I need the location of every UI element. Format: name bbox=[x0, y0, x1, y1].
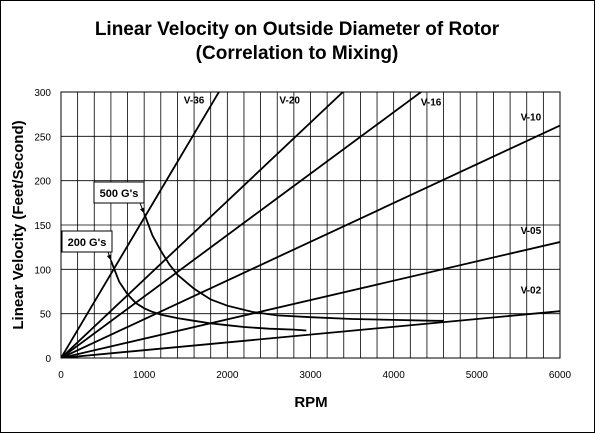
callout-arrowhead bbox=[139, 207, 145, 214]
series-label-v-20: V-20 bbox=[279, 96, 300, 107]
x-tick-label: 5000 bbox=[466, 370, 489, 381]
grid bbox=[61, 92, 560, 358]
y-tick-label: 150 bbox=[34, 221, 51, 232]
callouts: 500 G's 200 G's bbox=[61, 181, 145, 261]
callout-label: 200 G's bbox=[68, 237, 107, 249]
chart-subtitle: (Correlation to Mixing) bbox=[196, 43, 399, 64]
x-tick-labels: 0 1000 2000 3000 4000 5000 6000 bbox=[58, 370, 571, 381]
callout-box bbox=[93, 181, 145, 204]
y-tick-label: 250 bbox=[34, 132, 51, 143]
callout-arrowhead bbox=[106, 254, 112, 261]
y-tick-label: 300 bbox=[34, 88, 51, 99]
series-label-v-16: V-16 bbox=[421, 97, 442, 108]
series-line-v-36 bbox=[61, 92, 220, 358]
series-label-v-05: V-05 bbox=[521, 226, 542, 237]
chart-title: Linear Velocity on Outside Diameter of R… bbox=[95, 19, 500, 40]
g-force-curve-500 bbox=[143, 213, 444, 322]
x-tick-label: 4000 bbox=[383, 370, 406, 381]
x-tick-label: 1000 bbox=[133, 370, 156, 381]
y-axis-title: Linear Velocity (Feet/Second) bbox=[10, 120, 27, 329]
callout-label: 500 G's bbox=[100, 188, 139, 200]
y-tick-label: 0 bbox=[45, 354, 51, 365]
series-line-v-10 bbox=[61, 124, 560, 358]
series-label-v-02: V-02 bbox=[521, 285, 542, 296]
series-line-v-16 bbox=[61, 92, 423, 358]
series-line-v-02 bbox=[61, 310, 560, 358]
g-force-curve-200 bbox=[110, 260, 307, 332]
x-tick-label: 3000 bbox=[299, 370, 322, 381]
series-label-v-36: V-36 bbox=[184, 96, 205, 107]
series-group bbox=[61, 92, 560, 358]
series-label-v-10: V-10 bbox=[521, 112, 542, 123]
y-tick-labels: 0 50 100 150 200 250 300 bbox=[34, 88, 51, 365]
y-tick-label: 100 bbox=[34, 265, 51, 276]
series-labels: V-36 V-20 V-16 V-10 V-05 V-02 bbox=[184, 96, 542, 297]
x-tick-label: 2000 bbox=[216, 370, 239, 381]
series-line-v-20 bbox=[61, 92, 345, 358]
callout-box bbox=[61, 230, 113, 253]
y-tick-label: 50 bbox=[40, 310, 52, 321]
plot-area bbox=[60, 91, 561, 359]
x-axis-title: RPM bbox=[294, 394, 327, 411]
x-tick-label: 0 bbox=[58, 370, 64, 381]
x-tick-label: 6000 bbox=[549, 370, 572, 381]
y-tick-label: 200 bbox=[34, 177, 51, 188]
series-line-v-05 bbox=[61, 241, 560, 358]
